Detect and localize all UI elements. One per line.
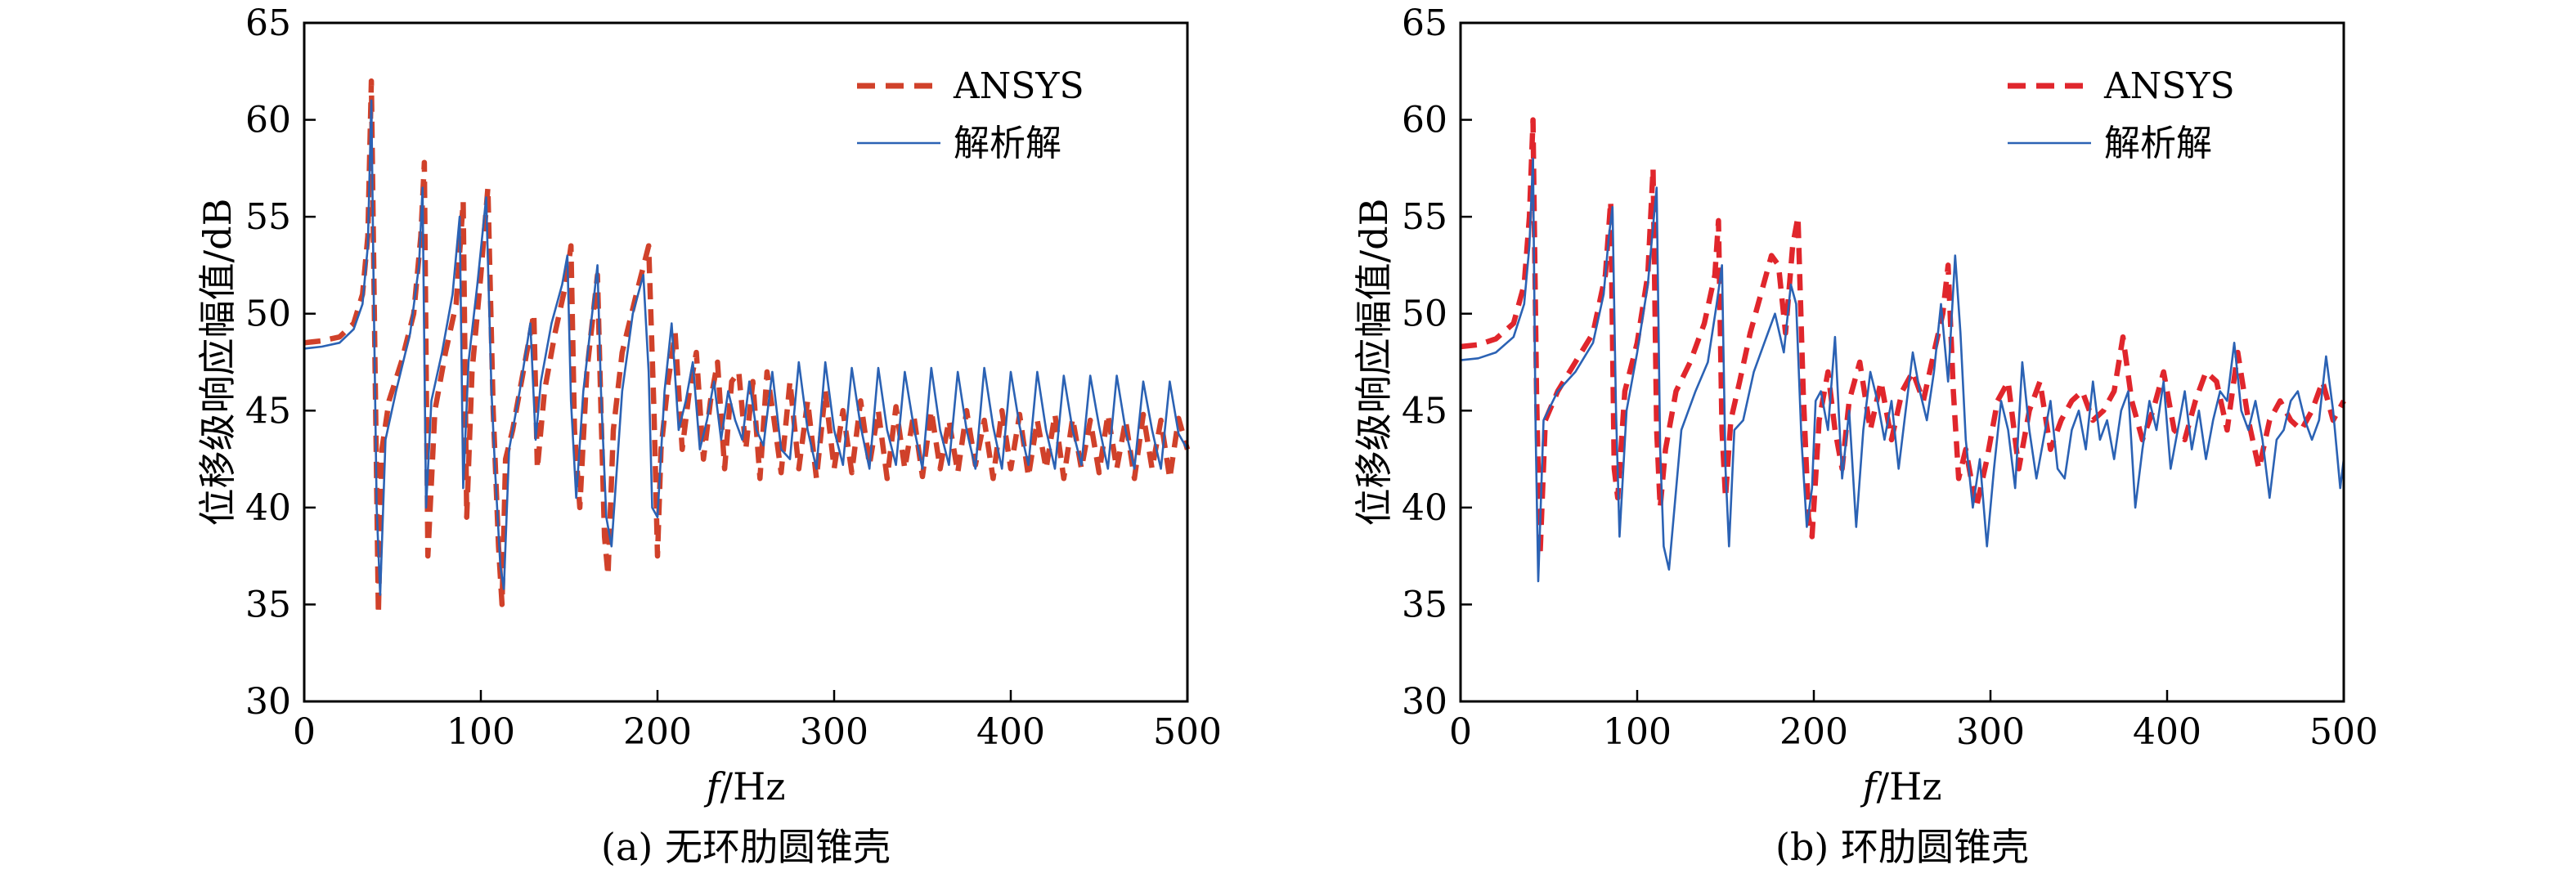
legend-label-ansys: ANSYS (953, 65, 1084, 107)
y-tick-label: 60 (1402, 100, 1447, 141)
y-tick-label: 55 (245, 196, 291, 238)
y-tick-label: 60 (245, 100, 291, 141)
x-axis-ticks: 0 100 200 300 400 500 (293, 690, 1222, 753)
x-tick-label: 400 (2133, 711, 2201, 753)
y-tick-label: 35 (1402, 584, 1447, 625)
y-tick-label: 45 (245, 390, 291, 432)
series-group (1460, 117, 2346, 583)
y-tick-label: 40 (1402, 487, 1447, 529)
x-axis-title-unit: /Hz (720, 764, 786, 809)
y-tick-label: 30 (1402, 681, 1447, 723)
y-tick-label: 65 (1402, 2, 1447, 44)
x-tick-label: 400 (976, 711, 1045, 753)
series-line-analytic (1460, 157, 2345, 583)
x-tick-label: 0 (293, 711, 316, 753)
y-axis-title: 位移级响应幅值/dB (195, 199, 240, 526)
y-tick-label: 45 (1402, 390, 1447, 432)
y-tick-label: 50 (1402, 293, 1447, 335)
x-tick-label: 200 (1779, 711, 1848, 753)
y-tick-label: 65 (245, 2, 291, 44)
plot-frame (1459, 21, 2345, 703)
series-group (303, 78, 1191, 617)
x-tick-label: 500 (1153, 711, 1222, 753)
y-tick-label: 50 (245, 293, 291, 335)
panel-caption: (b) 环肋圆锥壳 (1775, 825, 2029, 869)
legend-label-ansys: ANSYS (2103, 65, 2235, 107)
x-tick-label: 300 (1956, 711, 2025, 753)
x-tick-label: 300 (800, 711, 868, 753)
y-axis-ticks: 30 35 40 45 50 55 60 65 (1402, 2, 1472, 723)
plot-frame (303, 21, 1189, 703)
legend-label-analytic: 解析解 (954, 123, 1061, 164)
x-axis-title: f/Hz (704, 764, 786, 809)
legend-label-analytic: 解析解 (2104, 123, 2212, 164)
legend: ANSYS 解析解 (2008, 65, 2235, 164)
y-tick-label: 55 (1402, 196, 1447, 238)
chart-panel-a: 0 100 200 300 400 500 30 35 40 45 50 55 60 65 f/Hz 位… (195, 2, 1222, 869)
x-tick-label: 0 (1449, 711, 1472, 753)
chart-panel-b: 0 100 200 300 400 500 30 35 40 45 50 55 60 65 f/Hz 位… (1352, 2, 2378, 869)
y-tick-label: 35 (245, 584, 291, 625)
y-axis-title: 位移级响应幅值/dB (1352, 199, 1396, 526)
series-line-analytic (303, 99, 1189, 596)
x-tick-label: 200 (623, 711, 692, 753)
x-tick-label: 100 (447, 711, 515, 753)
legend: ANSYS 解析解 (857, 65, 1084, 164)
y-axis-ticks: 30 35 40 45 50 55 60 65 (245, 2, 316, 723)
y-tick-label: 30 (245, 681, 291, 723)
x-axis-title-unit: /Hz (1877, 764, 1942, 809)
x-axis-title: f/Hz (1860, 764, 1942, 809)
x-tick-label: 500 (2309, 711, 2378, 753)
x-tick-label: 100 (1603, 711, 1672, 753)
panel-caption: (a) 无环肋圆锥壳 (601, 825, 891, 869)
x-axis-ticks: 0 100 200 300 400 500 (1449, 690, 2378, 753)
y-tick-label: 40 (245, 487, 291, 529)
